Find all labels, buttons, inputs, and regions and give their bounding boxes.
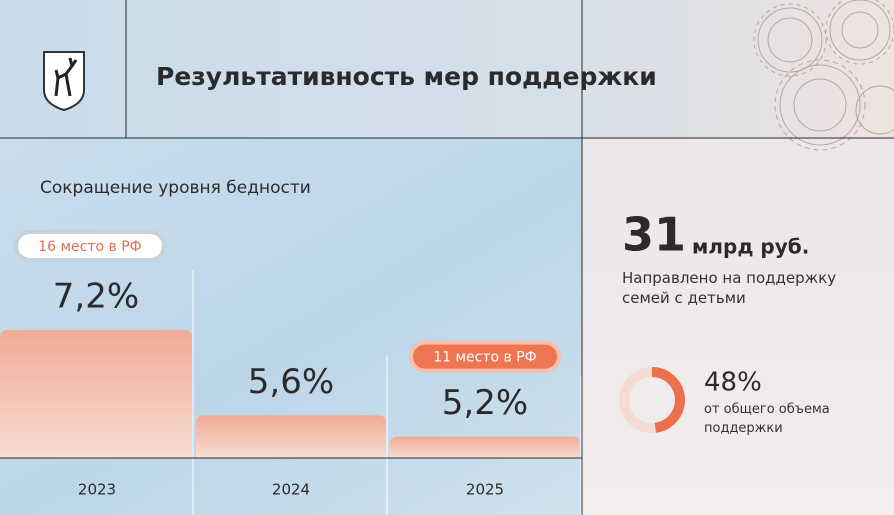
- x-tick-label: 2025: [466, 481, 504, 499]
- header-bg: [0, 0, 894, 138]
- chart-subtitle: Сокращение уровня бедности: [40, 178, 311, 198]
- title: Результативность мер поддержки: [156, 62, 657, 91]
- value-label: 7,2%: [53, 277, 139, 317]
- side-panel: [582, 138, 894, 515]
- annotation-badge: [14, 230, 166, 262]
- bar: [196, 415, 386, 458]
- x-tick-label: 2024: [272, 481, 310, 499]
- value-label: 5,2%: [442, 383, 528, 423]
- gears: [753, 0, 894, 151]
- annotation-badge: [409, 340, 561, 373]
- donut-label: 48%: [704, 368, 762, 398]
- donut-description-box: от общего объема поддержки: [704, 402, 830, 436]
- donut-description: от общего объема поддержки: [704, 402, 830, 436]
- annotation-text: 16 место в РФ: [38, 239, 142, 255]
- amount-description: Направлено на поддержку семей с детьми: [622, 269, 837, 307]
- bar: [390, 436, 580, 458]
- amount-description-box: Направлено на поддержку семей с детьми: [622, 269, 837, 307]
- value-label: 5,6%: [248, 362, 334, 402]
- amount: 31: [622, 208, 686, 262]
- annotation-text: 11 место в РФ: [433, 350, 537, 366]
- amount-unit: млрд руб.: [692, 235, 809, 259]
- bar: [0, 330, 192, 458]
- coat-of-arms: [43, 51, 85, 112]
- x-tick-label: 2023: [78, 481, 116, 499]
- donut-arc: [619, 367, 685, 433]
